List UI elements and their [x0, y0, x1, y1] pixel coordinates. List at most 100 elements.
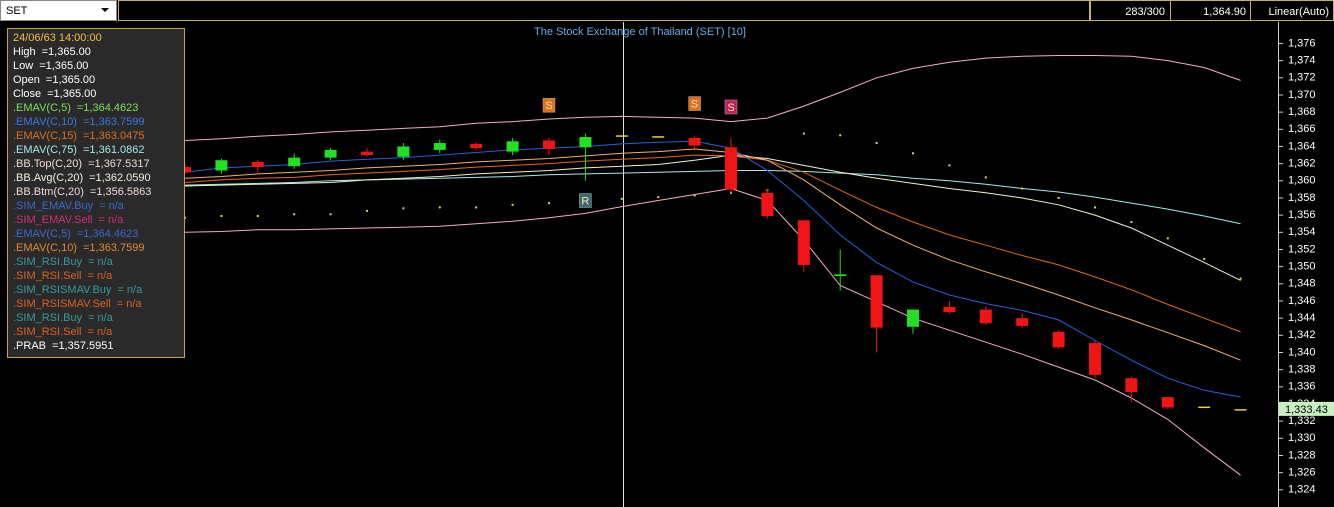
- y-tick-label: 1,328: [1288, 449, 1316, 461]
- indicator-dot: [402, 207, 405, 210]
- candle-body: [470, 143, 483, 149]
- info-label: .BB.Top(C,20): [13, 158, 82, 170]
- candle-body: [324, 149, 337, 158]
- info-line: Close =1,365.00: [13, 88, 96, 100]
- indicator-dot: [839, 134, 842, 137]
- info-line: High =1,365.00: [13, 46, 91, 58]
- indicator-dot: [438, 206, 441, 209]
- info-panel-box: [7, 28, 185, 358]
- y-tick-label: 1,336: [1288, 381, 1316, 393]
- info-value: =1,367.5317: [88, 158, 149, 170]
- signal-label: S: [691, 98, 698, 110]
- indicator-line: [184, 55, 1241, 141]
- info-line: .SIM_RSI.Sell = n/a: [13, 326, 113, 338]
- signal-label: S: [727, 102, 734, 114]
- info-line: .SIM_RSI.Sell = n/a: [13, 270, 113, 282]
- info-label: Low: [13, 60, 33, 72]
- price: 1,364.90: [1203, 6, 1246, 18]
- indicator-dot: [1239, 277, 1242, 280]
- indicator-dot: [256, 215, 259, 217]
- signal-marker: [724, 99, 738, 115]
- info-value: = n/a: [117, 298, 143, 310]
- indicator-dot: [875, 142, 878, 145]
- info-line: .EMAV(C,5) =1,364.4623: [13, 228, 138, 240]
- y-tick-label: 1,340: [1288, 346, 1316, 358]
- info-line: Low =1,365.00: [13, 60, 88, 72]
- info-value: =1,361.0862: [83, 144, 144, 156]
- scale: Linear(Auto): [1268, 6, 1329, 18]
- indicator-dot: [1166, 237, 1169, 240]
- indicator-line: [184, 187, 1241, 476]
- info-line: .SIM_RSISMAV.Sell = n/a: [13, 298, 142, 310]
- info-value: =1,356.5863: [90, 186, 151, 198]
- indicator-dot: [984, 176, 987, 179]
- info-label: .BB.Avg(C,20): [13, 172, 83, 184]
- info-value: = n/a: [88, 256, 114, 268]
- info-label: .SIM_RSISMAV.Buy: [13, 284, 112, 296]
- candle-body: [979, 309, 992, 324]
- info-value: =1,363.7599: [83, 242, 144, 254]
- input-box[interactable]: [118, 0, 1090, 21]
- candle-body: [251, 161, 264, 168]
- indicator-dot: [948, 164, 951, 167]
- info-label: Open: [13, 74, 40, 86]
- last-price-tag: [1279, 401, 1334, 416]
- info-label: .SIM_EMAV.Buy: [13, 200, 94, 212]
- candle-body: [1016, 318, 1029, 326]
- indicator-dot: [475, 206, 478, 209]
- count: 283/300: [1125, 6, 1165, 18]
- info-label: .EMAV(C,15): [13, 130, 77, 142]
- candle-body: [361, 151, 373, 156]
- info-line: .EMAV(C,5) =1,364.4623: [13, 102, 138, 114]
- indicator-dot: [329, 213, 332, 216]
- info-label: High: [13, 46, 36, 58]
- info-line: .EMAV(C,15) =1,363.0475: [13, 130, 144, 142]
- candle-body: [615, 135, 628, 137]
- indicator-line: [184, 154, 1241, 281]
- info-label: .EMAV(C,75): [13, 144, 77, 156]
- info-value: = n/a: [88, 312, 114, 324]
- signal-marker: [688, 96, 701, 111]
- indicator-line: [184, 154, 1241, 333]
- info-value: = n/a: [99, 200, 125, 212]
- y-tick-label: 1,368: [1288, 106, 1316, 118]
- candle-body: [1052, 331, 1065, 348]
- indicator-dot: [511, 203, 514, 206]
- indicator-dot: [1094, 206, 1096, 209]
- info-line: .SIM_RSISMAV.Buy = n/a: [13, 284, 143, 296]
- symbol-dropdown[interactable]: [0, 0, 117, 21]
- y-tick-label: 1,374: [1288, 55, 1316, 67]
- chart-title: The Stock Exchange of Thailand (SET) [10…: [534, 26, 746, 38]
- candle-body: [943, 306, 956, 313]
- signal-marker: [542, 98, 556, 113]
- indicator-dot: [1057, 196, 1060, 199]
- info-value: =1,365.00: [42, 46, 91, 58]
- info-label: 24/06/63 14:00:00: [13, 32, 102, 44]
- info-label: .SIM_RSI.Sell: [13, 326, 81, 338]
- signal-marker: [579, 193, 592, 208]
- info-line: Open =1,365.00: [13, 74, 95, 86]
- candle-body: [797, 220, 810, 265]
- info-label: .BB.Btm(C,20): [13, 186, 84, 198]
- y-tick-label: 1,346: [1288, 295, 1316, 307]
- candle-body: [907, 309, 919, 327]
- info-label: .EMAV(C,10): [13, 242, 77, 254]
- indicator-dot: [366, 209, 368, 212]
- indicator-dot: [912, 152, 914, 155]
- info-value: =1,362.0590: [89, 172, 150, 184]
- info-value: =1,365.00: [47, 88, 96, 100]
- indicator-dot: [802, 132, 805, 135]
- y-tick-label: 1,370: [1288, 89, 1316, 101]
- info-value: =1,357.5951: [52, 340, 113, 352]
- info-value: =1,365.00: [39, 60, 88, 72]
- candle-body: [215, 160, 228, 171]
- info-line: .BB.Top(C,20) =1,367.5317: [13, 158, 150, 170]
- indicator-dot: [693, 194, 696, 197]
- info-line: 24/06/63 14:00:00: [13, 32, 102, 44]
- info-line: .SIM_RSI.Buy = n/a: [13, 256, 114, 268]
- y-tick-label: 1,342: [1288, 329, 1316, 341]
- indicator-dot: [1021, 187, 1024, 190]
- info-line: .EMAV(C,75) =1,361.0862: [13, 144, 144, 156]
- indicator-dot: [293, 213, 296, 216]
